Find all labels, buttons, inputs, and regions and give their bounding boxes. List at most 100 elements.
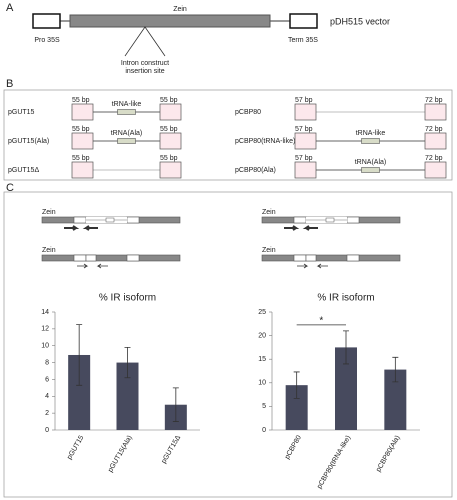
error-bar — [392, 356, 399, 383]
exon — [293, 216, 307, 224]
significance-label: * — [319, 316, 323, 327]
exon-label: 72 bp — [425, 97, 443, 104]
exon — [73, 254, 87, 262]
exon-label: 55 bp — [160, 97, 178, 104]
exon-box — [159, 103, 182, 121]
gene-bar — [261, 254, 401, 262]
panel-b-frame — [3, 89, 453, 181]
exon-box — [424, 161, 447, 179]
exon-label: 57 bp — [295, 97, 313, 104]
exon-label: 72 bp — [425, 155, 443, 162]
gene-label: Zein — [42, 247, 56, 254]
exon-label: 55 bp — [72, 155, 90, 162]
terminator-label: Term 35S — [288, 37, 318, 44]
x-tick-label: pCBP80 — [284, 434, 303, 460]
y-tick-label: 10 — [258, 380, 266, 387]
insertion-label: insertion site — [125, 68, 164, 75]
exon-label: 55 bp — [160, 155, 178, 162]
bar — [335, 347, 357, 430]
terminator-box — [289, 13, 318, 29]
x-tick-label: pCBP80(tRNA-like) — [316, 434, 352, 490]
error-bar — [172, 387, 179, 422]
error-bar — [76, 324, 83, 386]
primer — [316, 263, 328, 269]
construct-name: pCBP80(tRNA-like) — [235, 138, 295, 145]
exon-box — [159, 132, 182, 150]
gene-label: Zein — [262, 247, 276, 254]
bar — [116, 362, 139, 430]
exon-box — [71, 161, 94, 179]
y-tick-label: 5 — [262, 403, 266, 410]
error-bar — [293, 371, 300, 399]
gene-label: Zein — [42, 209, 56, 216]
panel-label: C — [6, 182, 14, 194]
exon — [346, 254, 360, 262]
trna — [325, 217, 335, 223]
y-tick-label: 2 — [45, 410, 49, 417]
exon-label: 55 bp — [72, 126, 90, 133]
panel-c-frame — [3, 191, 453, 498]
trna-label: tRNA-like — [356, 130, 386, 137]
vector-name: pDH515 vector — [330, 16, 390, 26]
y-tick-label: 25 — [258, 309, 266, 316]
y-tick-label: 15 — [258, 356, 266, 363]
primer — [77, 263, 89, 269]
exon — [73, 216, 87, 224]
exon-label: 55 bp — [160, 126, 178, 133]
error-bar — [343, 330, 349, 365]
y-tick-label: 0 — [262, 427, 266, 434]
bar — [285, 385, 308, 430]
y-tick-label: 14 — [41, 309, 49, 316]
promoter-box — [32, 13, 61, 29]
exon-label: 55 bp — [72, 97, 90, 104]
construct-name: pGUT15Δ — [8, 167, 39, 174]
exon-label: 57 bp — [295, 126, 313, 133]
exon — [305, 254, 317, 262]
exon — [85, 254, 97, 262]
bar — [384, 369, 407, 430]
trna-label: tRNA(Ala) — [355, 159, 387, 166]
exon-box — [159, 161, 182, 179]
primer — [302, 225, 318, 231]
y-tick-label: 6 — [45, 376, 49, 383]
construct-name: pCBP80(Ala) — [235, 167, 276, 174]
trna-label: tRNA-like — [112, 101, 142, 108]
construct-name: pGUT15(Ala) — [8, 138, 49, 145]
primer — [64, 225, 80, 231]
exon-label: 72 bp — [425, 126, 443, 133]
trna-box — [117, 138, 136, 144]
exon-box — [294, 161, 317, 179]
x-tick-label: pGUT15 — [66, 434, 85, 461]
x-tick-label: pGUT15(Ala) — [107, 434, 134, 473]
panel-label: B — [6, 78, 13, 90]
insertion-label: Intron construct — [121, 60, 169, 67]
gene-label: Zein — [173, 6, 187, 13]
exon-box — [424, 103, 447, 121]
x-tick-label: pCBP80(Ala) — [375, 434, 401, 473]
exon-box — [71, 103, 94, 121]
bar — [68, 354, 91, 430]
exon — [346, 216, 360, 224]
trna-box — [361, 138, 380, 144]
y-tick-label: 8 — [45, 359, 49, 366]
gene-label: Zein — [262, 209, 276, 216]
primer — [284, 225, 300, 231]
x-tick-label: pGUT15Δ — [161, 434, 183, 465]
promoter-label: Pro 35S — [34, 37, 60, 44]
exon-label: 57 bp — [295, 155, 313, 162]
gene-bar — [41, 254, 181, 262]
y-tick-label: 20 — [258, 332, 266, 339]
trna-label: tRNA(Ala) — [111, 130, 143, 137]
exon — [293, 254, 307, 262]
trna — [105, 217, 115, 223]
exon-box — [71, 132, 94, 150]
exon-box — [294, 103, 317, 121]
primer — [96, 263, 108, 269]
construct-name: pCBP80 — [235, 109, 261, 116]
exon-box — [294, 132, 317, 150]
primer — [297, 263, 309, 269]
exon — [126, 216, 140, 224]
zein-box — [69, 14, 271, 28]
trna-box — [117, 109, 136, 115]
